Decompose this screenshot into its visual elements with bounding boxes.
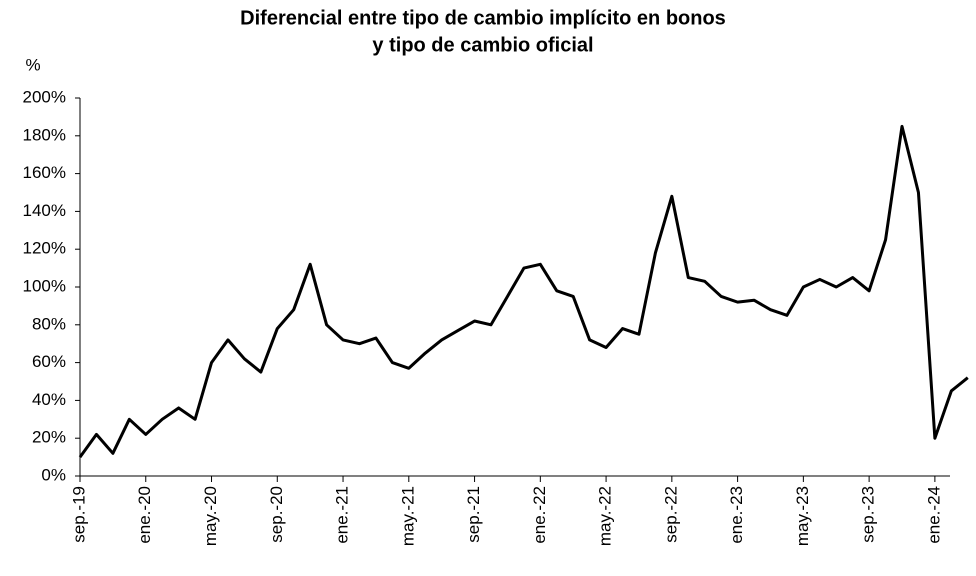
x-tick-label: may.-23	[793, 486, 812, 546]
x-tick-label: may.-21	[398, 486, 417, 546]
x-tick-label: sep.-19	[69, 486, 88, 543]
y-tick-label: 160%	[23, 163, 66, 182]
x-tick-label: ene.-22	[530, 486, 549, 544]
y-unit-label: %	[25, 55, 40, 74]
x-tick-label: ene.-20	[135, 486, 154, 544]
chart-title: y tipo de cambio oficial	[372, 34, 593, 56]
y-tick-label: 100%	[23, 276, 66, 295]
x-tick-label: sep.-21	[464, 486, 483, 543]
y-tick-label: 60%	[32, 352, 66, 371]
x-tick-label: sep.-20	[267, 486, 286, 543]
y-tick-label: 140%	[23, 201, 66, 220]
x-tick-label: may.-22	[596, 486, 615, 546]
x-tick-label: sep.-23	[859, 486, 878, 543]
x-tick-label: may.-20	[201, 486, 220, 546]
y-tick-label: 20%	[32, 428, 66, 447]
chart-title: Diferencial entre tipo de cambio implíci…	[240, 7, 726, 29]
x-tick-label: ene.-21	[333, 486, 352, 544]
y-tick-label: 40%	[32, 390, 66, 409]
data-line	[78, 124, 969, 458]
y-tick-label: 80%	[32, 314, 66, 333]
y-tick-label: 200%	[23, 87, 66, 106]
y-tick-label: 0%	[41, 465, 66, 484]
y-tick-label: 120%	[23, 239, 66, 258]
x-tick-label: sep.-22	[661, 486, 680, 543]
x-tick-label: ene.-23	[727, 486, 746, 544]
y-tick-label: 180%	[23, 125, 66, 144]
x-tick-label: ene.-24	[924, 486, 943, 544]
